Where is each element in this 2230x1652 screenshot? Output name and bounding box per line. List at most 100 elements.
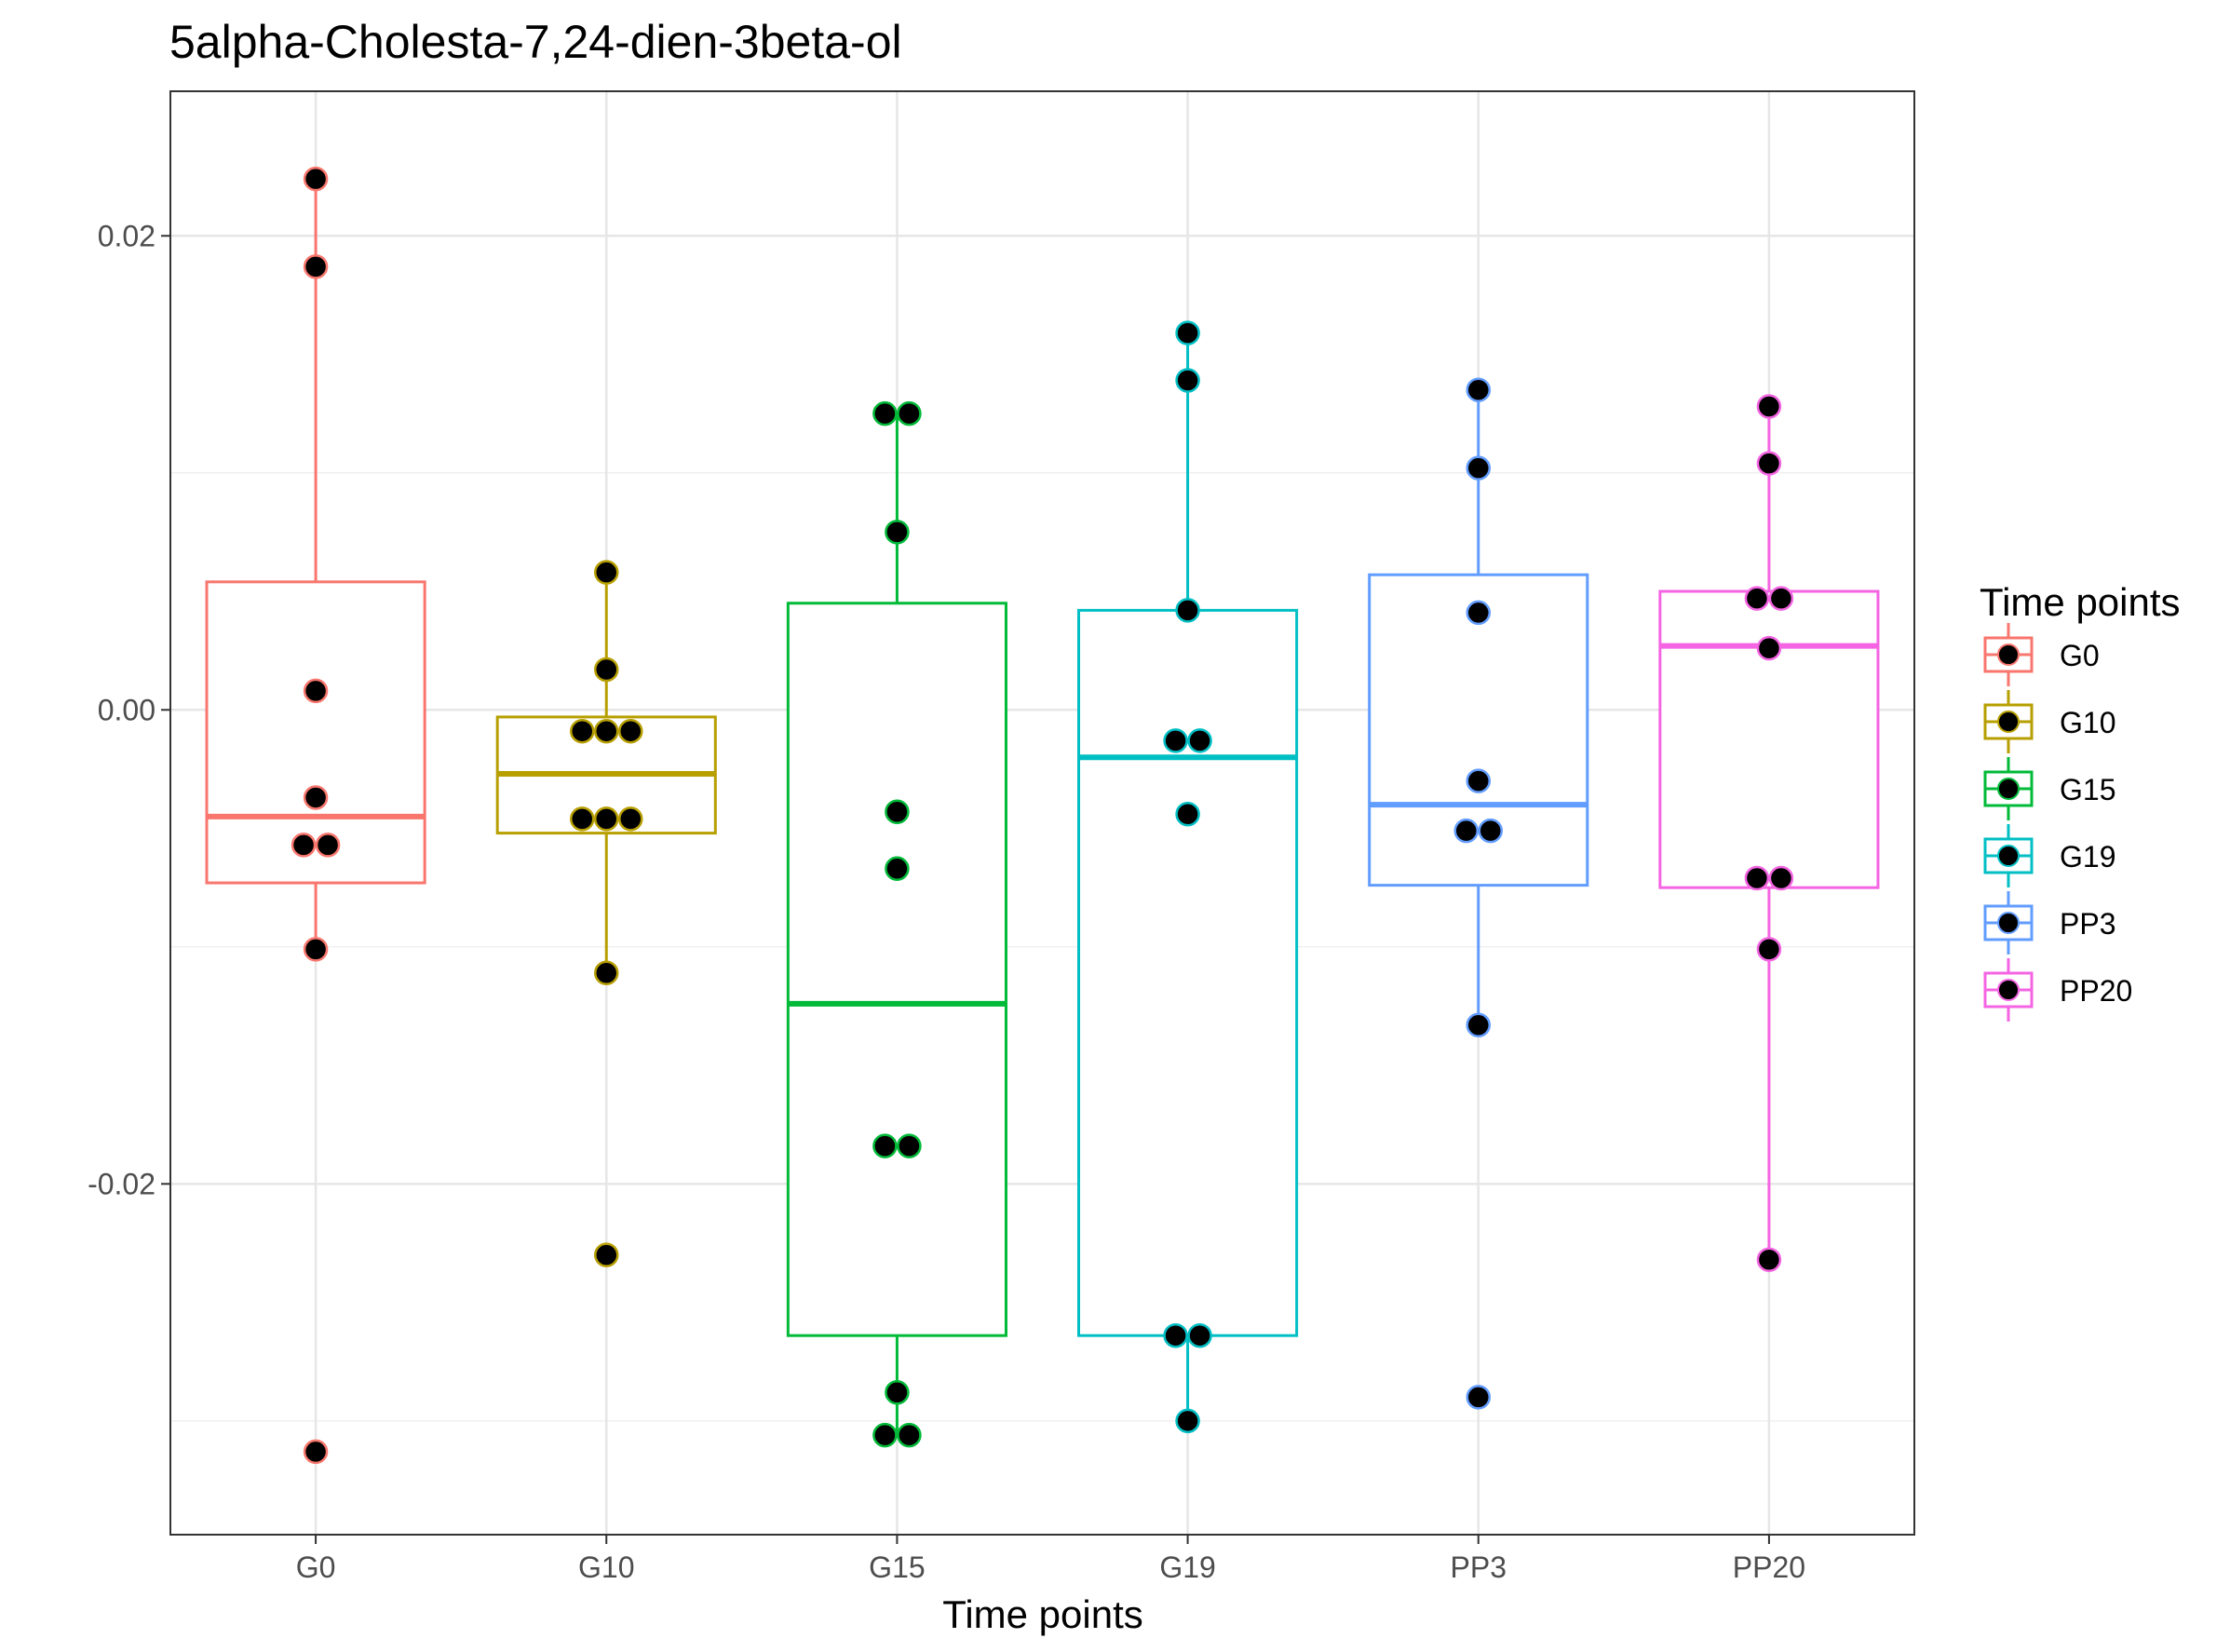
box-iqr (205, 580, 426, 885)
data-point (570, 806, 595, 832)
data-point (303, 254, 329, 279)
legend-label: G10 (2060, 706, 2115, 739)
x-axis: G0 G10 G15 G19 PP3 PP20 (296, 1535, 1805, 1584)
data-point (1175, 368, 1200, 393)
data-point (303, 1439, 329, 1465)
data-point (594, 560, 619, 585)
legend-item-PP3: PP3 (1983, 891, 2115, 955)
data-point (1744, 586, 1770, 611)
data-point (1175, 1408, 1200, 1434)
points-layer (291, 166, 1794, 1465)
data-point (1466, 768, 1491, 793)
box-iqr (1077, 608, 1299, 1337)
boxes-layer (205, 179, 1880, 1436)
data-point (872, 1133, 898, 1158)
data-point (1163, 1322, 1188, 1348)
data-point (594, 1242, 619, 1267)
legend-item-PP20: PP20 (1983, 958, 2132, 1022)
legend-item-G19: G19 (1983, 824, 2115, 887)
data-point (1756, 394, 1782, 419)
box-PP3 (1368, 389, 1589, 1025)
data-point (570, 718, 595, 744)
x-tick-label: PP3 (1451, 1550, 1507, 1584)
data-point (885, 1380, 910, 1405)
data-point (618, 806, 643, 832)
data-point (1478, 818, 1503, 844)
legend-label: G19 (2060, 840, 2115, 873)
data-point (1466, 600, 1491, 626)
data-point (1175, 802, 1200, 827)
box-iqr (1368, 573, 1589, 887)
legend-key-point (1997, 845, 2020, 867)
y-tick-label: 0.02 (98, 219, 155, 252)
data-point (1175, 320, 1200, 345)
legend-label: PP3 (2060, 907, 2115, 941)
data-point (594, 718, 619, 744)
legend-label: PP20 (2060, 974, 2132, 1008)
legend-key-point (1997, 711, 2020, 733)
data-point (618, 718, 643, 744)
data-point (303, 166, 329, 192)
y-tick-label: -0.02 (88, 1167, 155, 1200)
legend-item-G0: G0 (1983, 623, 2100, 686)
data-point (1453, 818, 1479, 844)
data-point (315, 833, 341, 858)
box-iqr (786, 602, 1007, 1337)
x-tick-label: G0 (296, 1550, 336, 1584)
data-point (1466, 1385, 1491, 1410)
data-point (897, 1422, 922, 1448)
box-G19 (1077, 332, 1299, 1421)
box-iqr (1658, 589, 1880, 889)
plot-area (169, 90, 1915, 1536)
data-point (1756, 1247, 1782, 1273)
data-point (1466, 377, 1491, 402)
data-point (1175, 598, 1200, 623)
data-point (885, 856, 910, 882)
data-point (872, 1422, 898, 1448)
data-point (1163, 728, 1188, 753)
legend-key-point (1997, 643, 2020, 666)
x-tick-label: G15 (869, 1550, 925, 1584)
box-G0 (205, 179, 426, 950)
data-point (1187, 1322, 1212, 1348)
data-point (1187, 728, 1212, 753)
legend-label: G15 (2060, 773, 2115, 806)
data-point (594, 806, 619, 832)
data-point (897, 1133, 922, 1158)
data-point (1768, 865, 1794, 891)
x-tick-label: G10 (578, 1550, 634, 1584)
x-tick-label: PP20 (1733, 1550, 1805, 1584)
data-point (303, 937, 329, 962)
y-tick-label: 0.00 (98, 693, 155, 726)
legend-key-point (1997, 979, 2020, 1001)
data-point (1744, 865, 1770, 891)
data-point (303, 678, 329, 704)
legend-title: Time points (1980, 580, 2181, 624)
legend-items: G0 G10 G15 G19 PP3 PP20 (1983, 623, 2132, 1022)
data-point (303, 785, 329, 810)
chart-title: 5alpha-Cholesta-7,24-dien-3beta-ol (169, 16, 902, 68)
legend-item-G15: G15 (1983, 757, 2115, 820)
panel-background (170, 91, 1914, 1535)
panel-border (169, 90, 1915, 1536)
data-point (897, 400, 922, 427)
data-point (1466, 455, 1491, 481)
legend-label: G0 (2060, 639, 2100, 672)
data-point (885, 520, 910, 545)
data-point (1466, 1012, 1491, 1038)
legend: Time points G0 G10 G15 G19 PP3 PP20 (1980, 580, 2181, 1022)
data-point (291, 833, 317, 858)
y-axis: -0.02 0.00 0.02 (88, 219, 170, 1200)
legend-key-point (1997, 778, 2020, 800)
data-point (1756, 451, 1782, 476)
data-point (594, 960, 619, 986)
data-point (885, 799, 910, 824)
x-tick-label: G19 (1159, 1550, 1215, 1584)
data-point (1768, 586, 1794, 611)
legend-item-G10: G10 (1983, 690, 2115, 753)
x-axis-title: Time points (942, 1592, 1143, 1636)
data-point (1756, 635, 1782, 661)
data-point (1756, 937, 1782, 962)
box-G15 (786, 413, 1007, 1436)
